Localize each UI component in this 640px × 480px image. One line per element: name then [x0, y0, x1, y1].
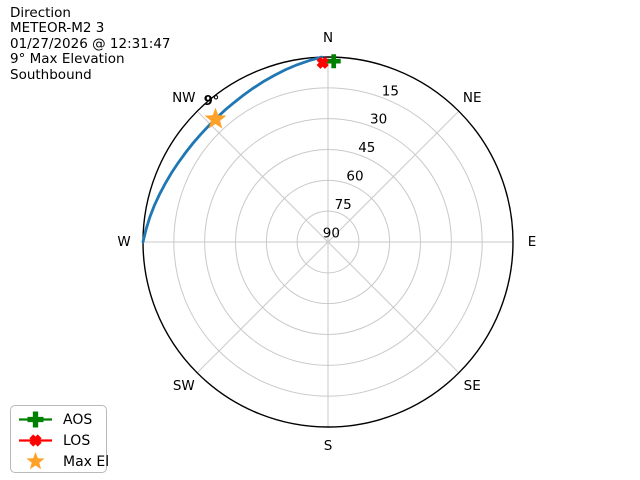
- azimuth-spoke: [196, 110, 329, 243]
- compass-label-ne: NE: [463, 90, 482, 106]
- compass-label-w: W: [117, 234, 130, 250]
- aos-plus-icon: [19, 411, 52, 428]
- satellite-name: METEOR-M2 3: [10, 20, 105, 37]
- legend-marker-glyph: [26, 452, 45, 470]
- legend-item-los: LOS: [17, 430, 102, 451]
- elevation-tick-label: 90: [323, 226, 340, 242]
- elevation-tick-label: 30: [370, 112, 387, 128]
- compass-label-s: S: [324, 438, 333, 454]
- legend-item-aos: AOS: [17, 409, 102, 430]
- azimuth-spoke: [327, 241, 460, 374]
- legend-label-los: LOS: [63, 432, 91, 449]
- compass-label-nw: NW: [172, 90, 195, 106]
- los-x-icon: [19, 434, 52, 447]
- legend-marker-glyph: [29, 434, 42, 447]
- satellite-track: [141, 55, 323, 244]
- legend-label-maxel: Max El: [63, 453, 110, 470]
- legend-label-aos: AOS: [63, 411, 93, 428]
- max_el-marker-icon: [204, 107, 227, 129]
- compass-label-se: SE: [464, 378, 481, 394]
- legend-marker-glyph: [27, 411, 44, 428]
- pass-markers: [204, 54, 341, 129]
- pass-direction: Southbound: [10, 66, 92, 83]
- aos-marker-icon: [326, 54, 341, 69]
- elevation-tick-label: 75: [335, 197, 352, 213]
- track-line: [141, 55, 323, 244]
- elevation-tick-label: 15: [382, 83, 399, 99]
- legend: AOS LOS Max El: [10, 405, 109, 473]
- elevation-tick-label: 45: [358, 140, 375, 156]
- pass-timestamp: 01/27/2026 @ 12:31:47: [10, 35, 171, 52]
- polar-grid: [142, 56, 514, 428]
- compass-label-e: E: [528, 234, 537, 250]
- compass-label-n: N: [323, 30, 333, 46]
- azimuth-spoke: [327, 110, 460, 243]
- legend-item-maxel: Max El: [17, 451, 109, 472]
- axis-labels: 9° N NE E SE S SW W NW 15 30 45 60 75 90: [117, 30, 536, 454]
- pass-info: Direction METEOR-M2 3 01/27/2026 @ 12:31…: [10, 5, 171, 83]
- max-elevation-annotation: 9°: [204, 94, 220, 109]
- max-el-star-icon: [26, 452, 45, 470]
- compass-label-sw: SW: [173, 378, 195, 394]
- max-elevation-text: 9° Max Elevation: [10, 51, 125, 68]
- elevation-tick-label: 60: [346, 169, 363, 185]
- chart-title: Direction: [10, 5, 71, 21]
- los-marker-icon: [316, 56, 329, 69]
- azimuth-spoke: [196, 241, 329, 374]
